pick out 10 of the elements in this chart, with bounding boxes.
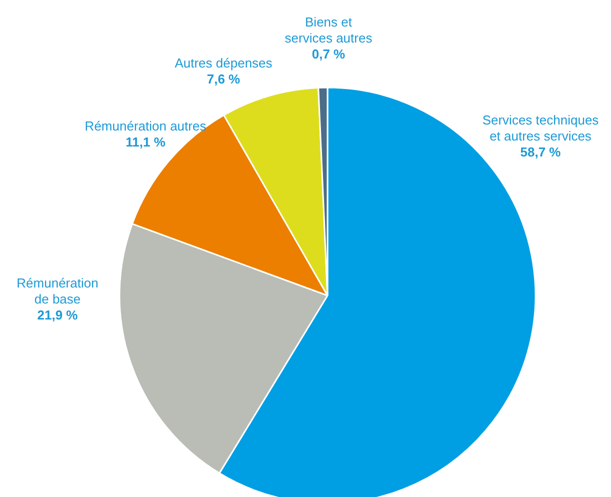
slice-label: Services techniques et autres services [482,112,600,144]
data-label: 11,1 % [126,134,166,150]
slice-label: Rémunération de base [16,276,98,306]
data-label: 0,7 % [312,46,346,62]
data-label: 7,6 % [206,72,241,86]
slice-label: Biens et services autres [284,14,373,46]
slice-label: Rémunération autres [84,118,207,134]
data-label: 21,9 % [37,308,78,322]
data-label: 58,7 % [520,144,562,160]
slice-label: Autres dépenses [174,56,273,70]
